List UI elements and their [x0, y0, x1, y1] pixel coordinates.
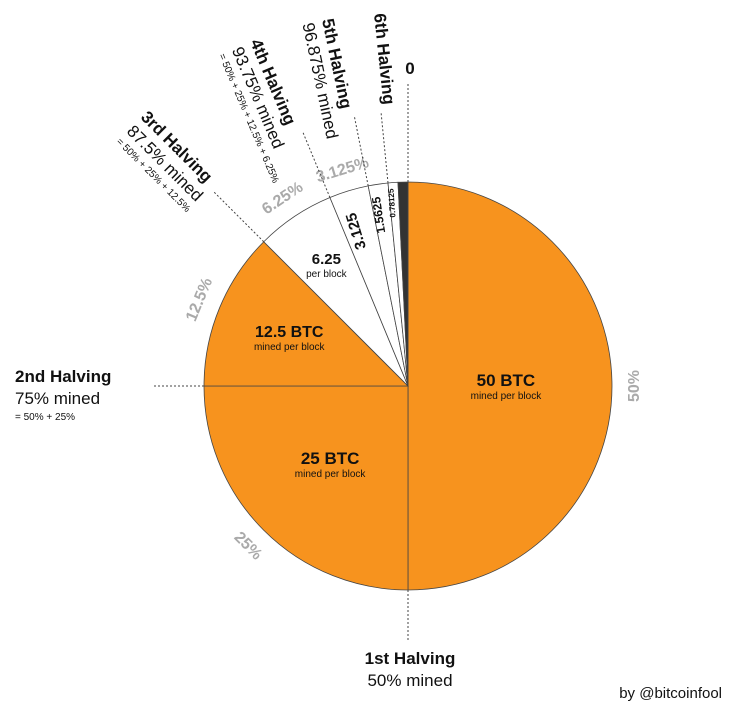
credit: by @bitcoinfool [619, 685, 722, 702]
slice-label: 0.78125 [386, 188, 397, 218]
annotation-title: 6th Halving [370, 12, 398, 105]
annotation-title: 0 [405, 59, 414, 78]
slice-label: 50 BTC [477, 371, 536, 390]
annotation: 6th Halving [370, 12, 398, 105]
leader-line [380, 113, 389, 184]
leader-line [354, 117, 369, 187]
annotation: 3rd Halving 87.5% mined = 50% + 25% + 12… [114, 107, 216, 214]
annotation-title: 1st Halving [365, 649, 456, 668]
slice-sublabel: per block [306, 269, 348, 280]
slice-sublabel: mined per block [295, 469, 367, 480]
leader-line [302, 132, 331, 198]
percent-label: 6.25% [259, 179, 306, 218]
percent-label: 50% [626, 370, 643, 402]
percent-label: 12.5% [183, 275, 216, 323]
annotation: 5th Halving 96.875% mined [299, 17, 356, 141]
annotation-formula: = 50% + 25% [15, 412, 75, 423]
pie-slice [203, 385, 409, 591]
percent-label: 3.125% [314, 154, 371, 186]
annotation-title: 2nd Halving [15, 367, 111, 386]
annotation-text: 50% mined [367, 671, 452, 690]
percent-label: 25% [231, 529, 266, 564]
slice-label: 6.25 [312, 251, 341, 268]
slice-sublabel: mined per block [471, 391, 543, 402]
slice-label: 25 BTC [301, 449, 360, 468]
pie-slice [203, 241, 409, 387]
slice-label: 12.5 BTC [255, 324, 324, 341]
slice-label: 1.5625 [369, 196, 388, 235]
annotation: 4th Halving 93.75% mined = 50% + 25% + 1… [216, 36, 300, 185]
annotation-text: 75% mined [15, 389, 100, 408]
pie-slice [407, 181, 613, 591]
slice-sublabel: mined per block [254, 342, 326, 353]
pie [203, 181, 613, 591]
leader-line [213, 191, 265, 243]
